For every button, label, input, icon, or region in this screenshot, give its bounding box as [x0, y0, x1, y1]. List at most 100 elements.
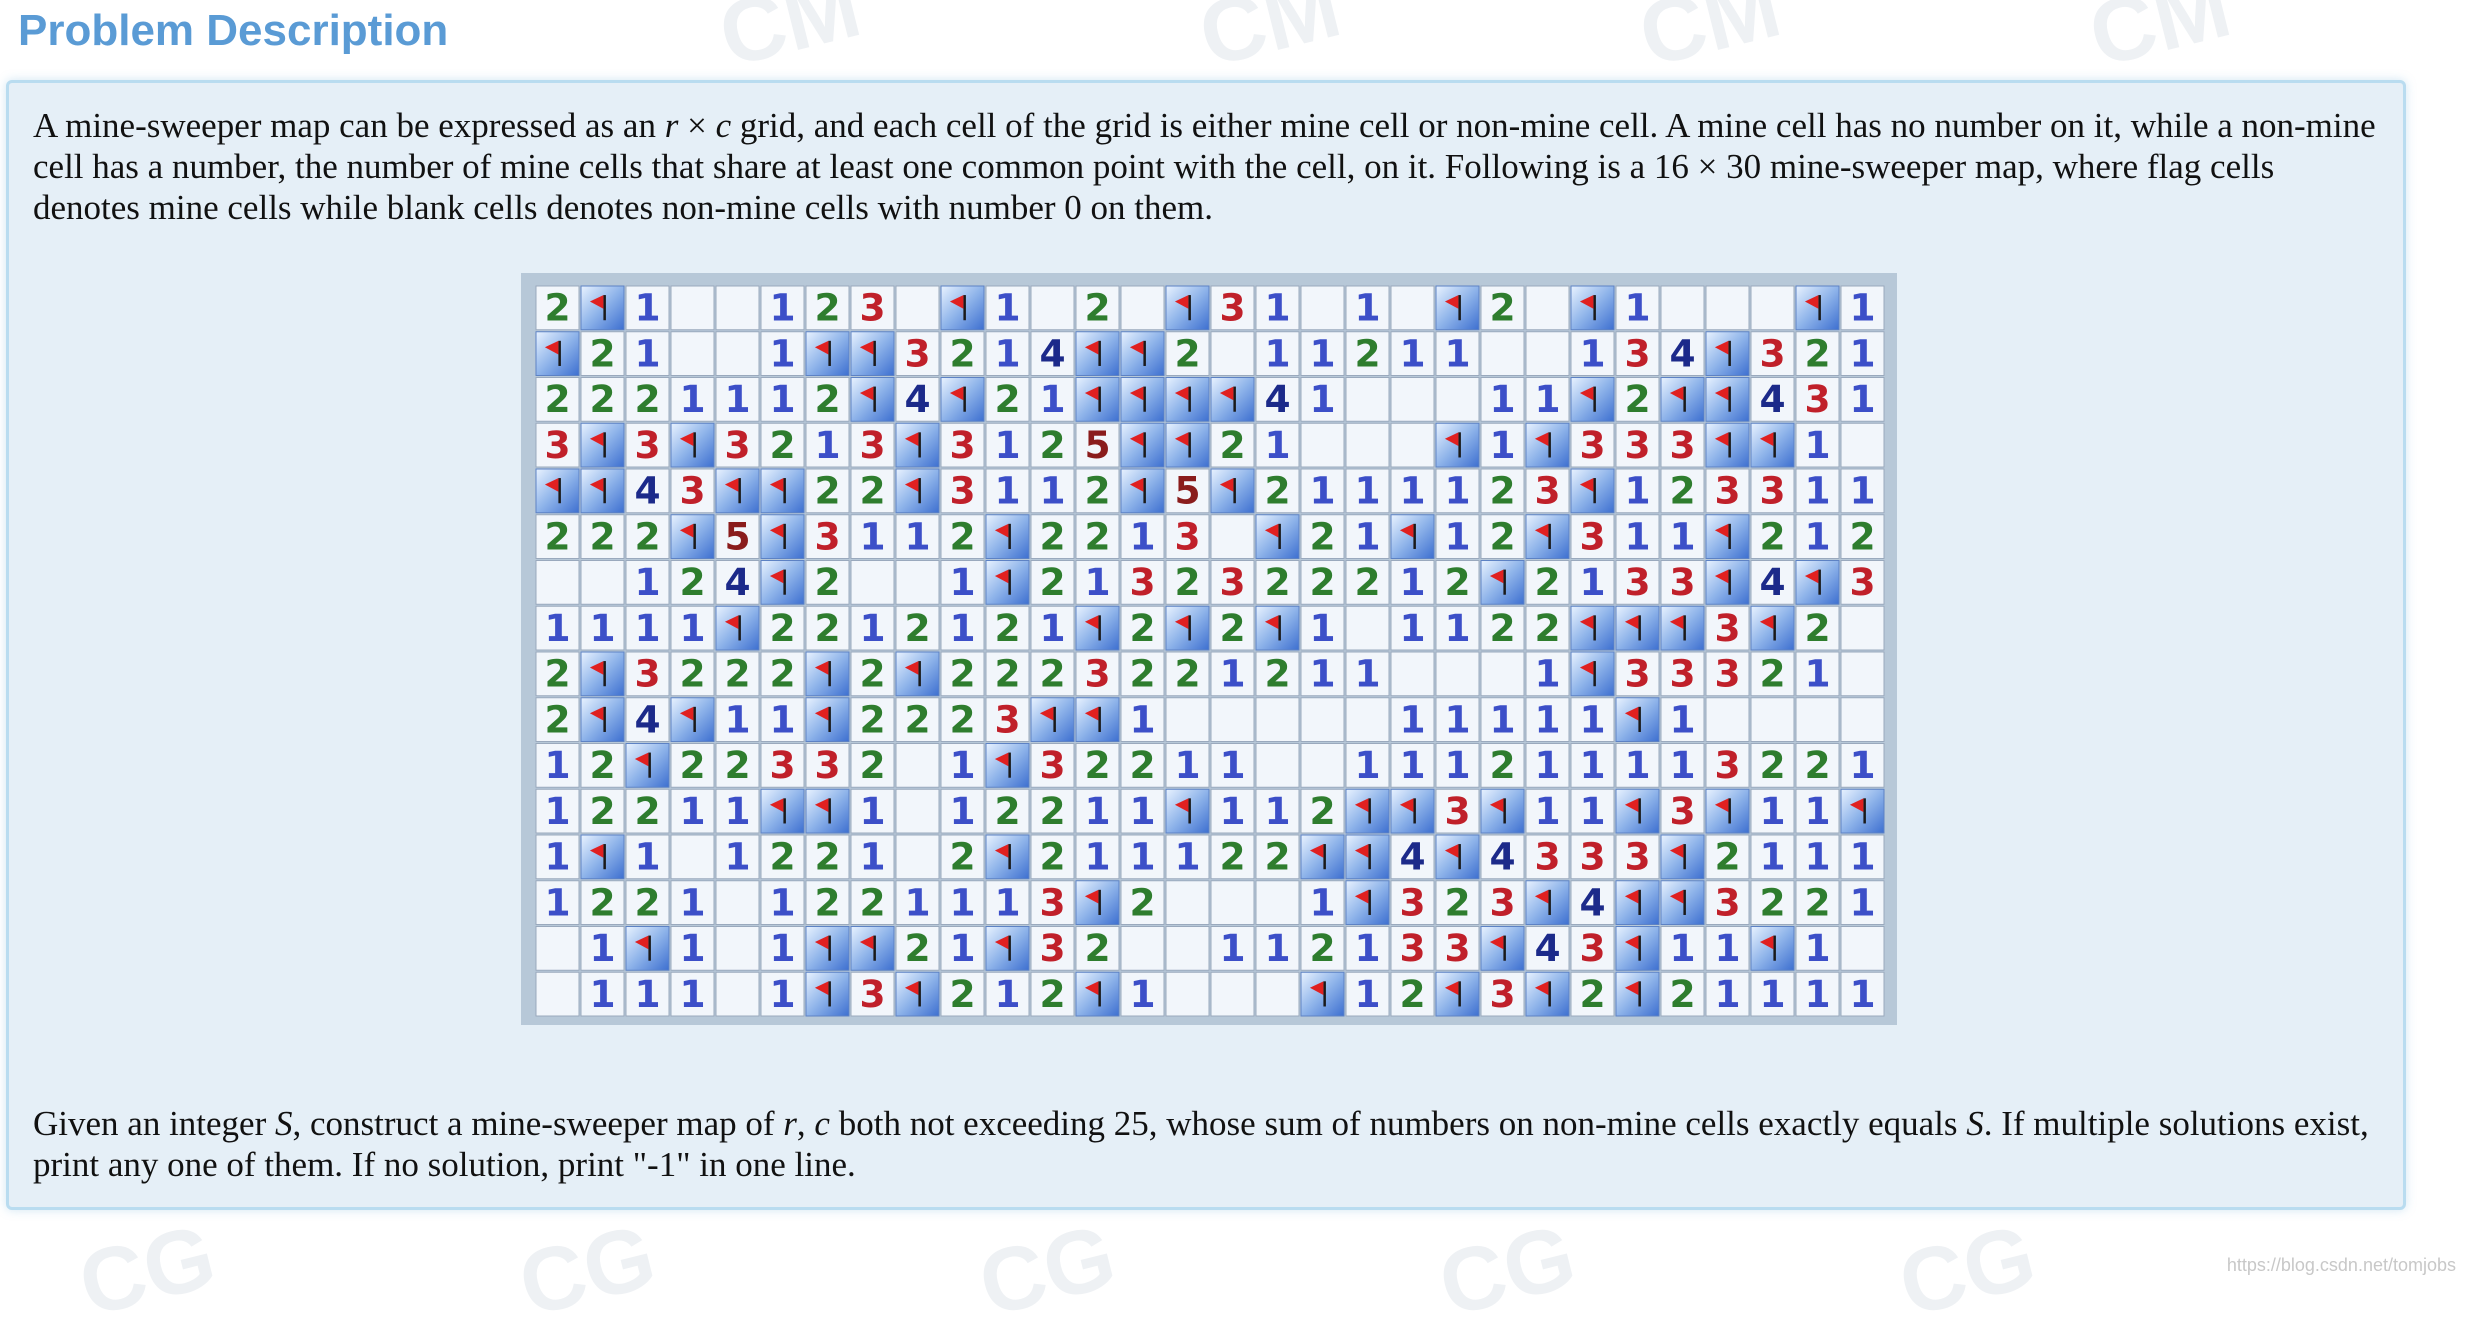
- number-cell: 1: [715, 377, 760, 422]
- cell-number: 3: [1669, 652, 1695, 696]
- number-cell: 3: [1615, 331, 1660, 376]
- number-cell: 1: [760, 971, 805, 1017]
- cell-number: 1: [1849, 835, 1875, 879]
- flag-icon: [544, 478, 559, 492]
- mine-flag-cell: [1705, 514, 1750, 559]
- cell-number: 1: [724, 697, 750, 741]
- cell-number: 1: [634, 331, 660, 375]
- cell-number: 3: [1714, 880, 1740, 924]
- blank-cell: [715, 880, 760, 925]
- cell-number: 1: [1444, 697, 1470, 741]
- mine-flag-cell: [1480, 560, 1525, 605]
- cell-number: 1: [1264, 331, 1290, 375]
- number-cell: 3: [805, 514, 850, 559]
- mine-flag-cell: [985, 834, 1030, 880]
- number-cell: 3: [760, 743, 805, 788]
- cell-number: 1: [679, 972, 705, 1016]
- cell-number: 1: [949, 743, 975, 787]
- number-cell: 1: [1480, 377, 1525, 422]
- mine-flag-cell: [580, 422, 625, 468]
- cell-number: 1: [1534, 377, 1560, 421]
- mine-flag-cell: [1255, 605, 1300, 651]
- number-cell: 2: [1255, 560, 1300, 605]
- number-cell: 2: [1525, 560, 1570, 605]
- cell-number: 1: [1579, 697, 1605, 741]
- cell-number: 2: [589, 789, 615, 833]
- blank-cell: [1480, 331, 1525, 376]
- cell-number: 2: [634, 880, 660, 924]
- number-cell: 2: [1165, 651, 1210, 697]
- number-cell: 1: [1840, 285, 1885, 331]
- cell-number: 1: [1219, 926, 1245, 970]
- cell-number: 3: [544, 423, 570, 467]
- cell-number: 3: [1399, 926, 1425, 970]
- cell-number: 2: [544, 514, 570, 558]
- cell-number: 2: [859, 743, 885, 787]
- cell-number: 1: [1399, 469, 1425, 513]
- number-cell: 1: [715, 697, 760, 742]
- number-cell: 2: [940, 651, 985, 697]
- times-symbol: ×: [678, 106, 716, 145]
- cell-number: 3: [1669, 560, 1695, 604]
- cell-number: 3: [1219, 560, 1245, 604]
- intro-text-2: grid, and each cell of the grid is eithe…: [33, 106, 2376, 227]
- cell-number: 1: [1669, 514, 1695, 558]
- number-cell: 2: [805, 468, 850, 514]
- cell-number: 2: [1759, 514, 1785, 558]
- var-c: c: [715, 106, 732, 145]
- blank-cell: [1345, 377, 1390, 422]
- mine-flag-cell: [1120, 331, 1165, 376]
- cell-number: 1: [1444, 469, 1470, 513]
- number-cell: 2: [940, 331, 985, 376]
- cell-number: 2: [1489, 286, 1515, 330]
- cell-number: 2: [1174, 652, 1200, 696]
- cell-number: 3: [1624, 423, 1650, 467]
- mine-flag-cell: [1390, 514, 1435, 559]
- cell-number: 3: [1714, 606, 1740, 650]
- cell-number: 2: [1219, 606, 1245, 650]
- cell-number: 3: [1579, 835, 1605, 879]
- number-cell: 2: [850, 880, 895, 925]
- cell-number: 3: [769, 743, 795, 787]
- cell-number: 1: [1804, 514, 1830, 558]
- cell-number: 1: [1039, 606, 1065, 650]
- blank-cell: [1345, 422, 1390, 468]
- number-cell: 2: [985, 377, 1030, 422]
- blank-cell: [1030, 285, 1075, 331]
- flag-icon: [634, 752, 649, 767]
- blank-cell: [1300, 422, 1345, 468]
- number-cell: 1: [760, 331, 805, 376]
- mine-flag-cell: [805, 651, 850, 697]
- cell-number: 2: [589, 331, 615, 375]
- cell-number: 2: [1624, 377, 1650, 421]
- cell-number: 1: [769, 697, 795, 741]
- mine-flag-cell: [535, 468, 580, 514]
- cell-number: 3: [1534, 835, 1560, 879]
- number-cell: 3: [1615, 560, 1660, 605]
- cell-number: 1: [1804, 423, 1830, 467]
- cell-number: 3: [994, 697, 1020, 741]
- cell-number: 5: [1174, 469, 1200, 513]
- cell-number: 1: [1084, 835, 1110, 879]
- flag-icon: [1489, 798, 1504, 813]
- number-cell: 2: [805, 834, 850, 880]
- number-cell: 1: [760, 697, 805, 742]
- blank-cell: [1210, 971, 1255, 1017]
- number-cell: 3: [1660, 651, 1705, 697]
- cell-number: 1: [994, 423, 1020, 467]
- blank-cell: [1525, 285, 1570, 331]
- cell-number: 1: [1669, 926, 1695, 970]
- cell-number: 1: [1219, 789, 1245, 833]
- cell-number: 2: [1264, 835, 1290, 879]
- number-cell: 1: [1390, 697, 1435, 742]
- cell-number: 1: [1534, 697, 1560, 741]
- flag-icon: [994, 569, 1009, 584]
- mine-flag-cell: [1435, 971, 1480, 1017]
- cell-number: 5: [724, 514, 750, 558]
- blank-cell: [670, 285, 715, 331]
- cell-number: 3: [1669, 423, 1695, 467]
- blank-cell: [1435, 377, 1480, 422]
- cell-number: 1: [994, 286, 1020, 330]
- flag-icon: [1039, 706, 1054, 721]
- mine-flag-cell: [1435, 834, 1480, 880]
